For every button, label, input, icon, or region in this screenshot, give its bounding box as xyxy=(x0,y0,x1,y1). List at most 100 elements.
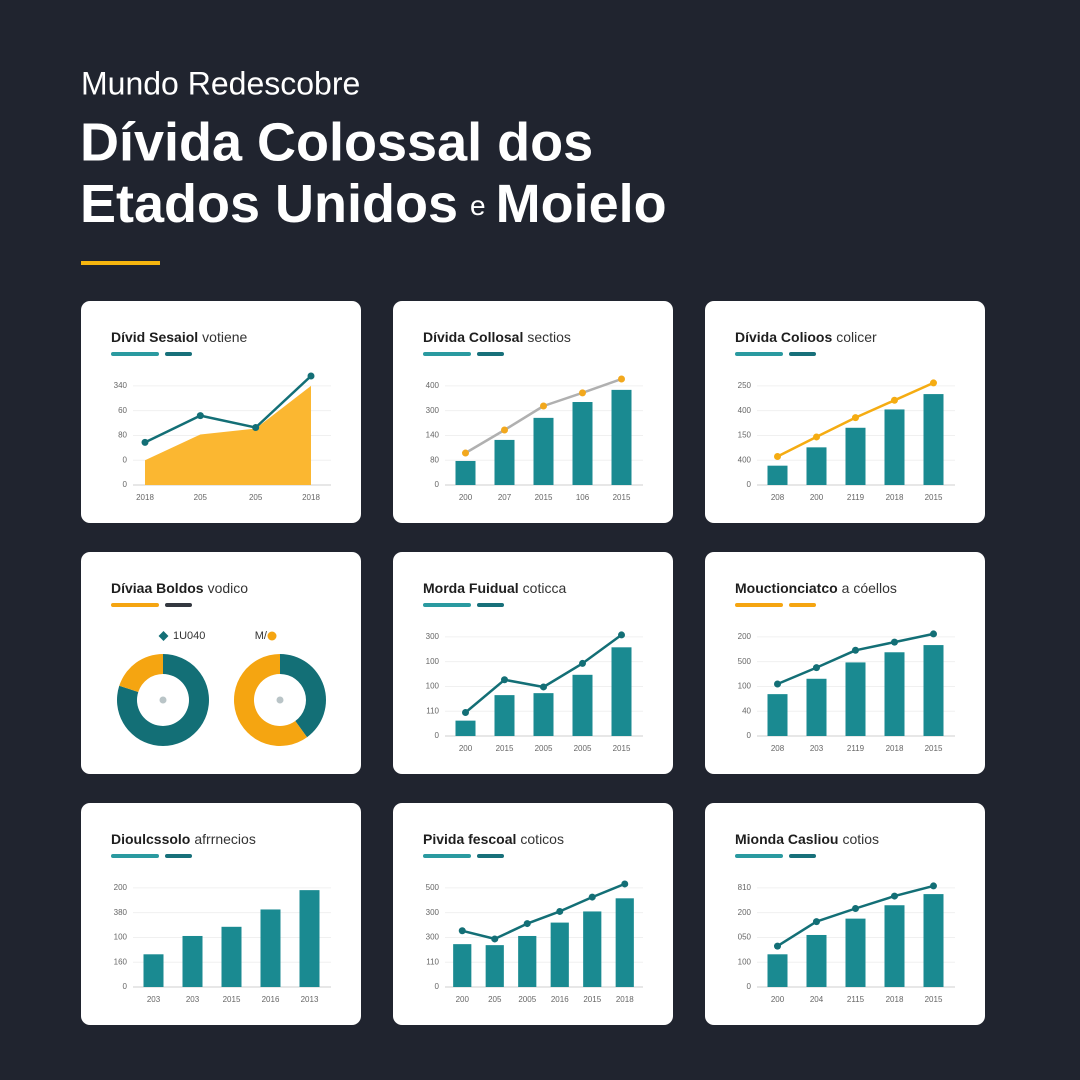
card-title: Mouctionciatco a cóellos xyxy=(735,580,897,596)
bar xyxy=(518,935,537,987)
bar xyxy=(923,894,944,987)
y-tick-label: 0 xyxy=(123,455,128,464)
line-marker xyxy=(852,904,859,912)
y-tick-label: 0 xyxy=(435,731,440,740)
accent-bar xyxy=(423,603,471,607)
accent-bar xyxy=(789,352,816,356)
bar xyxy=(260,909,281,987)
line-marker xyxy=(774,942,781,950)
y-tick-label: 100 xyxy=(738,957,752,966)
card-title-light: afrrnecios xyxy=(194,831,255,847)
card-title-strong: Dívida Colioos xyxy=(735,329,832,345)
accent-bar xyxy=(165,352,192,356)
bar xyxy=(923,394,944,485)
y-tick-label: 300 xyxy=(426,908,440,917)
line-marker xyxy=(588,893,596,901)
x-tick-label: 208 xyxy=(771,493,785,502)
accent-bar xyxy=(735,854,783,858)
x-tick-label: 2115 xyxy=(847,995,865,1004)
line-marker xyxy=(774,680,781,688)
x-tick-label: 2016 xyxy=(551,995,569,1004)
line-marker xyxy=(252,424,260,432)
card-title-light: a cóellos xyxy=(842,580,897,596)
card-title-strong: Morda Fuidual xyxy=(423,580,519,596)
y-tick-label: 050 xyxy=(738,933,752,942)
headline-part: Etados Unidos xyxy=(80,174,458,234)
line-marker xyxy=(891,892,898,900)
y-tick-label: 300 xyxy=(426,933,440,942)
accent-bar xyxy=(477,854,504,858)
line xyxy=(144,375,312,444)
x-tick-label: 205 xyxy=(488,995,502,1004)
bar xyxy=(455,460,476,485)
line-marker xyxy=(891,396,898,404)
bar xyxy=(583,911,602,987)
x-tick-label: 2015 xyxy=(496,744,514,753)
bar xyxy=(494,439,515,485)
accent-bar xyxy=(477,603,504,607)
x-tick-label: 2015 xyxy=(925,493,943,502)
legend-label: 1U040 xyxy=(173,630,205,642)
bar xyxy=(299,890,320,987)
x-tick-label: 2015 xyxy=(223,995,241,1004)
line-marker xyxy=(621,880,629,888)
x-tick-label: 2016 xyxy=(262,995,280,1004)
y-tick-label: 0 xyxy=(747,731,752,740)
bar xyxy=(550,922,569,987)
y-tick-label: 500 xyxy=(426,883,440,892)
y-tick-label: 40 xyxy=(742,706,751,715)
card xyxy=(393,552,673,774)
y-tick-label: 340 xyxy=(114,381,128,390)
bar xyxy=(806,934,827,987)
accent-bar xyxy=(735,603,783,607)
headline: Dívida Colossal dos xyxy=(80,112,593,172)
bar xyxy=(572,402,593,485)
card-title: Dívida Colioos colicer xyxy=(735,329,877,345)
legend-marker xyxy=(267,631,277,641)
bar xyxy=(143,954,164,987)
area xyxy=(145,385,311,485)
y-tick-label: 250 xyxy=(738,381,752,390)
card-title-light: vodico xyxy=(208,580,249,596)
x-tick-label: 205 xyxy=(249,493,263,502)
card-title-strong: Díviaa Boldos xyxy=(111,580,204,596)
x-tick-label: 2013 xyxy=(301,995,319,1004)
card-title-strong: Dívida Collosal xyxy=(423,329,523,345)
bar xyxy=(845,662,866,736)
line-marker xyxy=(774,453,781,461)
line-marker xyxy=(501,426,508,434)
accent-bar xyxy=(789,854,816,858)
bar xyxy=(533,417,554,485)
y-tick-label: 140 xyxy=(426,431,440,440)
bar xyxy=(533,693,554,736)
line-marker xyxy=(540,402,547,410)
accent-bar xyxy=(477,352,504,356)
y-tick-label: 110 xyxy=(426,957,439,966)
line-marker xyxy=(196,412,204,420)
x-tick-label: 2018 xyxy=(886,995,904,1004)
bar xyxy=(611,389,632,485)
line-marker xyxy=(540,683,547,691)
accent-bar xyxy=(111,854,159,858)
line-marker xyxy=(491,935,499,943)
x-tick-label: 106 xyxy=(576,493,590,502)
x-tick-label: 2015 xyxy=(613,744,631,753)
donut-slice xyxy=(119,654,163,692)
card-title: Dívid Sesaiol votiene xyxy=(111,329,248,345)
kicker: Mundo Redescobre xyxy=(81,65,360,101)
headline-part: Moielo xyxy=(496,174,667,234)
line-marker xyxy=(813,664,820,672)
accent-bar xyxy=(165,603,192,607)
bar xyxy=(767,465,788,485)
line-marker xyxy=(458,927,466,935)
bar xyxy=(182,935,203,987)
line-marker xyxy=(307,372,315,380)
line-marker xyxy=(462,449,469,457)
x-tick-label: 2119 xyxy=(847,744,865,753)
accent-bar xyxy=(423,352,471,356)
bar xyxy=(845,427,866,485)
y-tick-label: 80 xyxy=(118,431,127,440)
card-title-light: cotios xyxy=(842,831,879,847)
line-marker xyxy=(141,438,149,446)
x-tick-label: 2018 xyxy=(886,493,904,502)
